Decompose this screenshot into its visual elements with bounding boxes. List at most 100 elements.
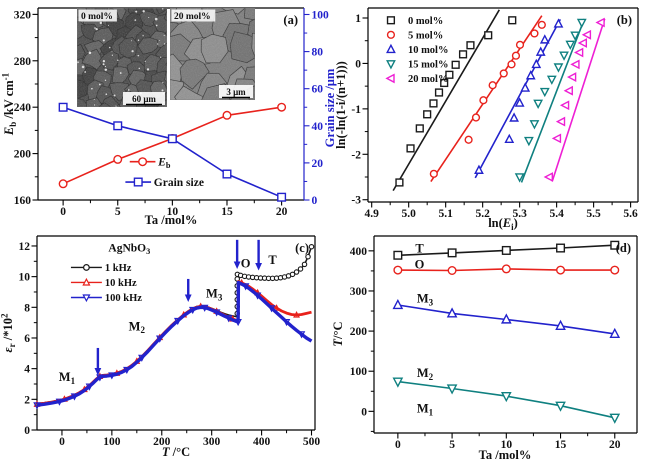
panel-a-y-axis-title: Eb /kV cm-1 (0, 72, 18, 136)
phase-label-m-3: M3 (417, 292, 434, 308)
x-tick-label: 300 (203, 436, 221, 448)
marker-triangle-down-icon (523, 136, 534, 147)
x-tick-label: 200 (153, 436, 171, 448)
marker-triangle-down-icon (297, 331, 306, 339)
marker-circle-icon (488, 81, 497, 90)
marker-square-icon (556, 243, 566, 253)
marker-triangle-up-icon (386, 43, 396, 54)
marker-triangle-down-icon (267, 305, 276, 313)
marker-triangle-left-icon (559, 100, 570, 111)
marker-triangle-down-icon (546, 75, 557, 85)
y-tick-label: 200 (350, 326, 368, 338)
x-tick-label: 0 (60, 206, 66, 218)
panel-a-legend: Eb Grain size (125, 157, 204, 189)
marker-triangle-left-icon (385, 73, 395, 84)
x-tick-label: 15 (555, 439, 567, 451)
right-y-tick-label: 0 (312, 195, 318, 207)
x-tick-label: 400 (253, 436, 271, 448)
marker-circle-icon (297, 266, 304, 272)
panel-c-legend: AgNbO3 1 kHz 10 kHz 100 kHz (70, 243, 150, 304)
marker-triangle-down-icon (85, 383, 94, 391)
marker-triangle-up-icon (555, 319, 566, 330)
y-tick-label: 160 (14, 195, 32, 207)
marker-triangle-left-icon (581, 29, 592, 40)
marker-triangle-up-icon (539, 34, 550, 44)
x-tick-label: 500 (303, 436, 321, 448)
marker-triangle-down-icon (282, 318, 291, 327)
y-tick-label: 320 (14, 9, 32, 21)
x-tick-label: 5 (449, 439, 455, 451)
marker-triangle-down-icon (82, 294, 91, 303)
marker-triangle-down-icon (539, 87, 550, 98)
x-tick-label: 4.9 (365, 208, 380, 220)
marker-circle-icon (511, 51, 521, 60)
marker-square-icon (429, 99, 438, 108)
marker-circle-icon (386, 30, 396, 39)
fit-line (474, 18, 562, 179)
series-line (36, 280, 313, 407)
x-tick-label: 5.6 (623, 208, 638, 220)
marker-triangle-left-icon (570, 59, 580, 70)
marker-triangle-down-icon (96, 374, 104, 382)
legend-label: 5 mol% (408, 30, 443, 41)
inset-composition-label: 20 mol% (174, 12, 211, 22)
x-tick-label: 20 (276, 206, 288, 218)
x-tick-label: 5.0 (401, 208, 416, 220)
panel-label-d: (d) (616, 241, 631, 255)
marker-circle-icon (305, 253, 311, 260)
x-tick-label: 5.5 (586, 208, 601, 220)
y-tick-label: -3 (351, 195, 361, 207)
x-tick-label: 5.4 (549, 208, 564, 220)
panel-c: 0 100 200 300 400 500 0 2 4 6 8 10 12 T /°C εr /*102 Ag… (0, 235, 321, 459)
transition-arrow-icon (255, 239, 263, 271)
x-tick-label: 100 (103, 436, 121, 448)
transition-arrow-icon (184, 278, 192, 302)
series-15-mol (514, 18, 587, 183)
marker-square-icon (610, 240, 620, 250)
panel-b-legend: 0 mol% 5 mol% 10 mol% 15 mol% 20 mol% (385, 16, 448, 85)
marker-triangle-down-icon (33, 402, 41, 410)
panel-label-c: (c) (295, 241, 309, 255)
marker-triangle-up-icon (520, 82, 531, 92)
y-tick-label: 400 (350, 246, 368, 258)
marker-triangle-down-icon (156, 335, 164, 343)
phase-label-o: O (241, 257, 251, 271)
marker-square-icon (447, 248, 457, 258)
series-m-3 (392, 298, 621, 339)
phase-label-o: O (415, 257, 425, 271)
y-tick-label: -1 (351, 104, 361, 116)
marker-square-icon (440, 78, 449, 88)
marker-square-icon (386, 16, 396, 25)
marker-triangle-down-icon (108, 372, 116, 380)
marker-triangle-up-icon (273, 304, 281, 311)
fit-line (520, 18, 586, 183)
series-t (393, 240, 620, 260)
y-tick-label: 4 (24, 364, 30, 376)
legend-label: 1 kHz (105, 263, 132, 274)
series-20-mol (543, 17, 606, 182)
marker-triangle-left-icon (555, 116, 566, 127)
panel-b-y-axis-title: ln(-ln(1-i/(n+1))) (334, 61, 348, 149)
x-tick-label: 20 (609, 439, 621, 451)
marker-square-icon (395, 178, 404, 187)
x-tick-label: 10 (501, 439, 513, 451)
legend-label: 10 kHz (105, 278, 137, 289)
marker-triangle-down-icon (123, 366, 131, 375)
marker-square-icon (484, 31, 493, 40)
panel-d-y-axis-title: T/°C (331, 321, 345, 346)
marker-circle-icon (308, 243, 315, 250)
series-10-mol (474, 18, 564, 179)
panel-a: 0 5 10 15 20 160 200 240 280 320 0 20 40 60 80 100 Ta /m… (0, 7, 337, 227)
marker-triangle-down-icon (55, 398, 64, 406)
panel-b: 4.9 5.0 5.1 5.2 5.3 5.4 5.5 5.6 -3 -2 -1 0 1 ln(Ei) ln… (334, 7, 639, 232)
series-m-2 (392, 377, 621, 424)
marker-circle-icon (515, 40, 525, 49)
y-tick-label: -2 (351, 149, 361, 161)
legend-label: Eb (157, 157, 171, 171)
marker-square-icon (501, 245, 511, 255)
marker-square-icon (423, 110, 432, 119)
right-y-tick-label: 40 (312, 121, 324, 133)
marker-square-icon (508, 16, 517, 25)
